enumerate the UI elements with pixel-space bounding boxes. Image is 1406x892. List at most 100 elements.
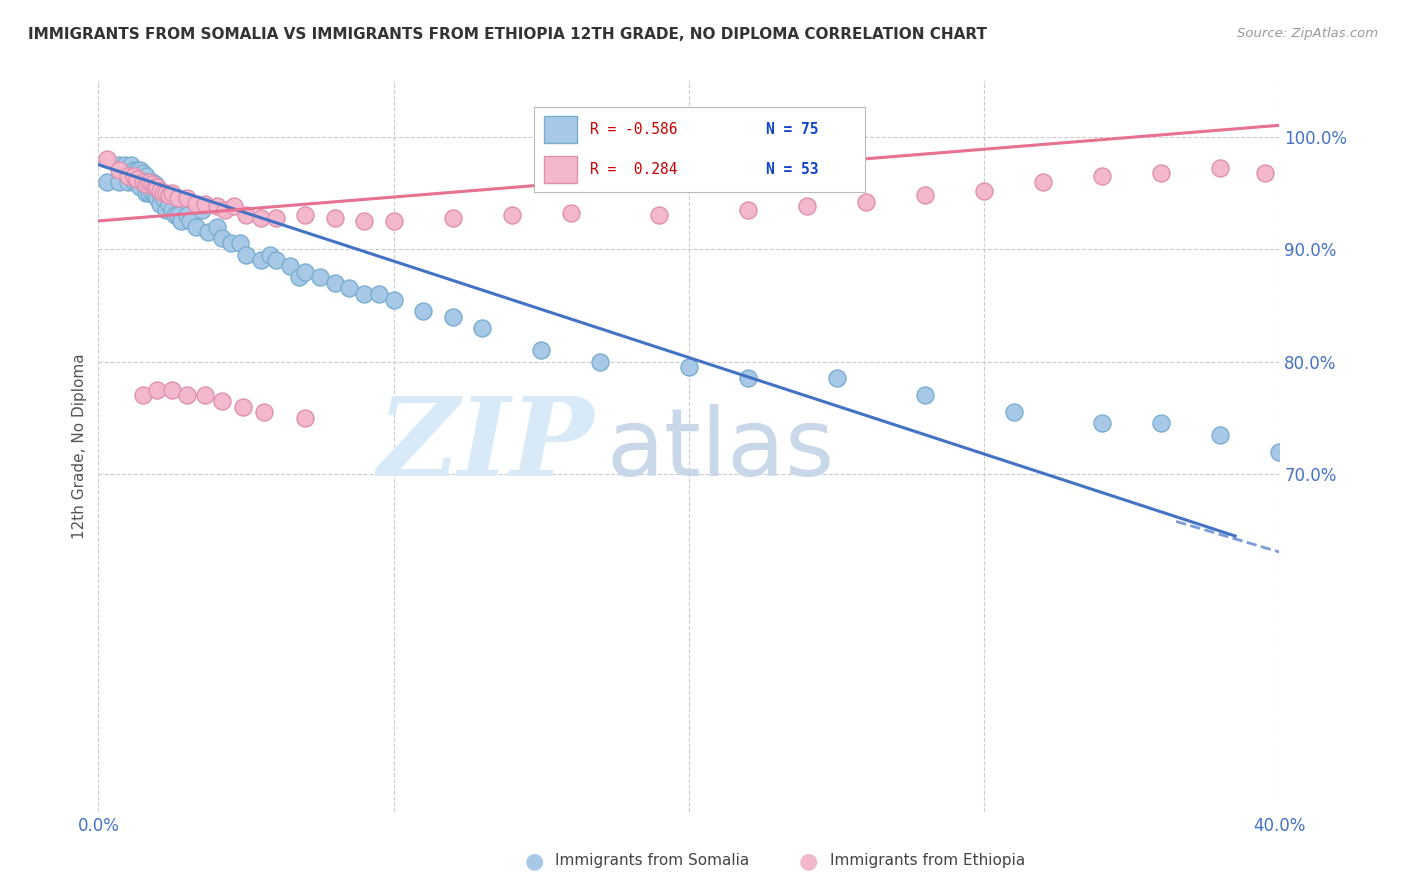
- Point: [146, 383, 169, 397]
- Point: [339, 281, 360, 295]
- Text: N = 75: N = 75: [765, 121, 818, 136]
- Point: [143, 180, 166, 194]
- Point: [1032, 175, 1054, 189]
- Point: [96, 152, 118, 166]
- Text: atlas: atlas: [606, 404, 835, 496]
- Point: [530, 343, 553, 358]
- Point: [973, 184, 995, 198]
- Point: [1209, 161, 1232, 175]
- Point: [250, 253, 273, 268]
- Point: [1150, 165, 1173, 179]
- Text: ●: ●: [524, 851, 544, 871]
- Point: [125, 163, 148, 178]
- Point: [143, 188, 166, 202]
- Point: [197, 225, 219, 239]
- Point: [1091, 417, 1114, 431]
- Point: [152, 191, 174, 205]
- Text: ●: ●: [799, 851, 818, 871]
- Text: Immigrants from Somalia: Immigrants from Somalia: [555, 854, 749, 868]
- Point: [353, 287, 375, 301]
- Text: R =  0.284: R = 0.284: [591, 162, 678, 178]
- Point: [235, 208, 257, 222]
- Point: [914, 188, 936, 202]
- Point: [224, 199, 246, 213]
- Point: [120, 158, 142, 172]
- Text: N = 53: N = 53: [765, 162, 818, 178]
- Point: [214, 202, 236, 217]
- Point: [108, 163, 131, 178]
- Point: [132, 175, 155, 189]
- Point: [1091, 169, 1114, 183]
- Point: [235, 248, 257, 262]
- Point: [155, 186, 177, 200]
- Point: [138, 175, 160, 189]
- Point: [149, 197, 172, 211]
- Point: [135, 186, 157, 200]
- Text: Immigrants from Ethiopia: Immigrants from Ethiopia: [830, 854, 1025, 868]
- Point: [132, 165, 155, 179]
- Point: [368, 287, 391, 301]
- Point: [167, 191, 190, 205]
- Point: [855, 194, 877, 209]
- Point: [294, 208, 316, 222]
- Point: [825, 371, 848, 385]
- Text: ZIP: ZIP: [378, 392, 595, 500]
- Point: [184, 197, 207, 211]
- Point: [205, 199, 228, 213]
- Point: [278, 259, 302, 273]
- Point: [125, 175, 148, 189]
- Point: [1268, 444, 1291, 458]
- Point: [96, 175, 118, 189]
- Point: [132, 175, 155, 189]
- Point: [125, 169, 148, 183]
- Point: [211, 231, 233, 245]
- Point: [294, 264, 316, 278]
- Point: [128, 180, 150, 194]
- FancyBboxPatch shape: [544, 156, 578, 183]
- Text: Source: ZipAtlas.com: Source: ZipAtlas.com: [1237, 27, 1378, 40]
- Point: [441, 211, 464, 225]
- Point: [117, 175, 139, 189]
- Point: [737, 371, 759, 385]
- Point: [108, 158, 131, 172]
- Point: [737, 202, 759, 217]
- Point: [138, 186, 160, 200]
- Point: [162, 202, 183, 217]
- Point: [441, 310, 464, 324]
- Point: [117, 169, 139, 183]
- Point: [165, 208, 187, 222]
- Point: [194, 388, 217, 402]
- Point: [191, 202, 214, 217]
- Point: [114, 163, 136, 178]
- Point: [205, 219, 228, 234]
- Point: [143, 177, 166, 191]
- Point: [157, 188, 180, 202]
- Point: [250, 211, 273, 225]
- Point: [149, 186, 172, 200]
- Point: [125, 172, 148, 186]
- Point: [170, 214, 193, 228]
- Point: [796, 199, 818, 213]
- Point: [108, 175, 131, 189]
- Text: R = -0.586: R = -0.586: [591, 121, 678, 136]
- Point: [179, 214, 201, 228]
- Point: [122, 169, 145, 183]
- Point: [1002, 405, 1025, 419]
- Point: [122, 163, 145, 178]
- Point: [353, 214, 375, 228]
- Point: [157, 197, 180, 211]
- Point: [229, 236, 252, 251]
- Point: [135, 175, 157, 189]
- Point: [167, 208, 190, 222]
- Point: [323, 211, 346, 225]
- Point: [294, 410, 316, 425]
- Text: IMMIGRANTS FROM SOMALIA VS IMMIGRANTS FROM ETHIOPIA 12TH GRADE, NO DIPLOMA CORRE: IMMIGRANTS FROM SOMALIA VS IMMIGRANTS FR…: [28, 27, 987, 42]
- Point: [501, 208, 523, 222]
- Point: [128, 163, 150, 178]
- Point: [1150, 417, 1173, 431]
- Point: [114, 158, 136, 172]
- Point: [219, 236, 242, 251]
- Point: [194, 197, 217, 211]
- Point: [382, 293, 405, 307]
- Point: [589, 354, 612, 368]
